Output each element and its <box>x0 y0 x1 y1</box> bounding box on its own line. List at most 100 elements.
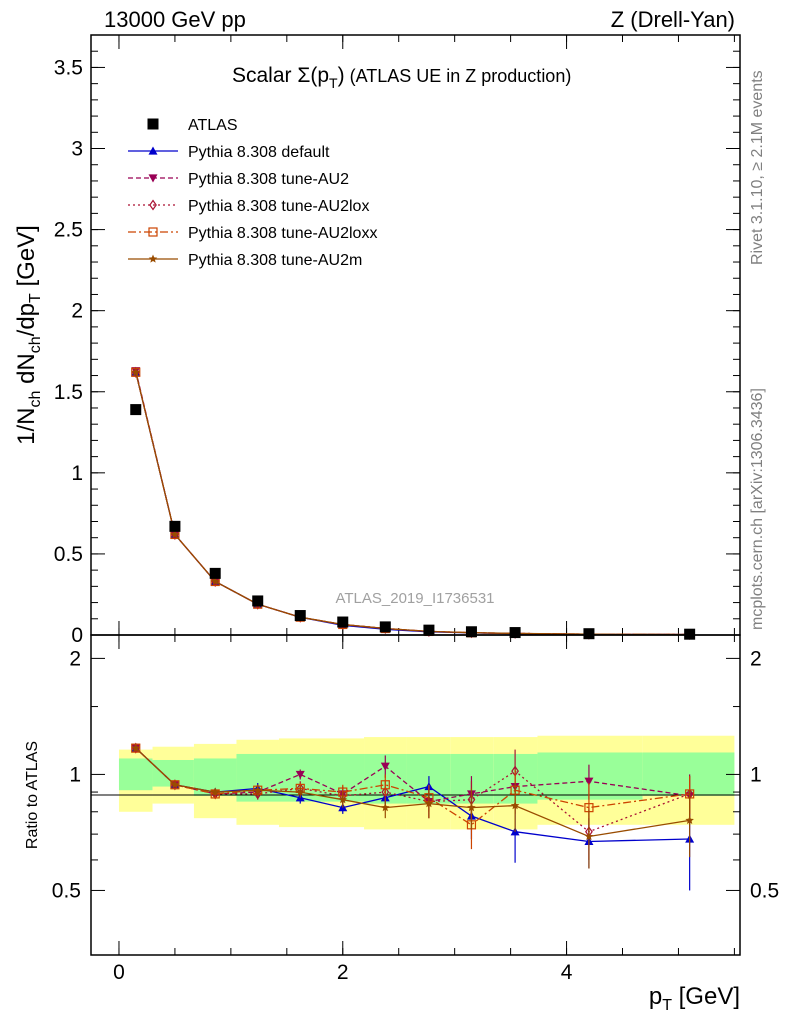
main-point <box>684 628 696 640</box>
ratio-point <box>380 762 390 771</box>
ratio-series-line <box>135 747 690 826</box>
main-panel: 0 0.5 1 1.5 2 2.5 3 3.5 ATLAS_2019_I1736531 Sca… <box>13 34 741 647</box>
x-axis-label: pT [GeV] <box>649 983 740 1014</box>
legend-label: Pythia 8.308 tune-AU2lox <box>188 198 369 215</box>
ratio-point <box>381 803 390 812</box>
ratio-point <box>380 780 390 790</box>
ratio-y-tick-label-left: 0.5 <box>52 879 81 902</box>
legend-item-pythia-8-308-tune-au2lox: Pythia 8.308 tune-AU2lox <box>128 198 369 215</box>
legend-marker <box>148 227 158 237</box>
header-left-label: 13000 GeV pp <box>104 7 246 32</box>
legend-item-atlas: ATLAS <box>147 117 238 134</box>
watermark-label: ATLAS_2019_I1736531 <box>335 590 494 607</box>
main-point <box>583 628 595 640</box>
ratio-y-tick-label-right: 1 <box>750 763 762 786</box>
legend-marker <box>148 254 158 263</box>
main-series-layer <box>130 366 696 641</box>
ratio-series-line <box>135 747 690 833</box>
ratio-point <box>424 799 434 808</box>
ratio-point <box>685 815 694 824</box>
main-y-tick-label: 0.5 <box>54 543 83 566</box>
legend-marker <box>148 174 158 183</box>
main-point <box>423 624 435 636</box>
title-sigma: Σ(p <box>297 64 329 87</box>
legend-item-pythia-8-308-default: Pythia 8.308 default <box>128 144 330 161</box>
main-y-tick-label: 2.5 <box>54 219 83 242</box>
x-tick-label: 2 <box>337 961 349 984</box>
title-rest: (ATLAS UE in Z production) <box>345 66 572 86</box>
main-point <box>209 567 221 579</box>
legend-label: ATLAS <box>188 117 238 134</box>
ratio-point <box>510 801 520 810</box>
ratio-point <box>253 785 263 794</box>
title-close: ) <box>338 64 345 87</box>
mcplots-label: mcplots.cern.ch [arXiv:1306.3436] <box>749 388 766 630</box>
legend-marker <box>147 118 159 130</box>
ratio-ticks: 0.5 0.5 1 1 2 2 0 2 4 <box>52 635 779 984</box>
main-point <box>130 404 142 416</box>
main-point <box>131 367 141 376</box>
ratio-point <box>584 832 594 841</box>
ratio-panel: 0.5 0.5 1 1 2 2 0 2 4 Ratio to ATLAS pT [GeV] <box>24 634 779 1014</box>
ratio-point <box>170 780 180 789</box>
main-point <box>465 626 477 638</box>
main-point <box>169 520 181 532</box>
ratio-y-tick-label-right: 2 <box>750 647 762 670</box>
main-y-axis-label: 1/Nch dNch/dpT [GeV] <box>13 225 44 445</box>
main-y-tick-label: 0 <box>71 624 83 647</box>
ratio-point <box>210 787 220 796</box>
title-sub: T <box>329 75 338 91</box>
ratio-point <box>131 743 141 752</box>
main-point <box>210 576 220 586</box>
ratio-series-pythia-8-308-tune-au2m <box>131 743 694 869</box>
main-ticks: 0 0.5 1 1.5 2 2.5 3 3.5 <box>54 35 740 647</box>
ratio-y-tick-label-left: 1 <box>69 763 81 786</box>
main-point <box>379 621 391 633</box>
main-point <box>337 616 349 628</box>
main-y-tick-label: 3.5 <box>54 56 83 79</box>
legend-label: Pythia 8.308 tune-AU2loxx <box>188 225 377 242</box>
ratio-y-axis-label: Ratio to ATLAS <box>24 741 41 849</box>
legend-label: Pythia 8.308 default <box>188 144 330 161</box>
legend: ATLAS Pythia 8.308 default Pythia 8.308 tu… <box>128 117 377 269</box>
main-series-line <box>135 372 690 636</box>
main-y-tick-label: 1.5 <box>54 381 83 404</box>
ratio-point <box>584 777 594 786</box>
main-series-atlas <box>130 404 696 640</box>
green-band <box>642 752 735 796</box>
legend-item-pythia-8-308-tune-au2: Pythia 8.308 tune-AU2 <box>128 171 349 188</box>
legend-item-pythia-8-308-tune-au2m: Pythia 8.308 tune-AU2m <box>128 252 362 269</box>
legend-marker <box>149 199 157 211</box>
main-y-tick-label: 3 <box>71 138 83 161</box>
ratio-series-layer <box>131 742 695 891</box>
ratio-point <box>295 787 305 796</box>
green-band <box>537 752 643 800</box>
ratio-y-tick-label-left: 2 <box>69 647 81 670</box>
main-point <box>252 595 264 607</box>
legend-label: Pythia 8.308 tune-AU2 <box>188 171 349 188</box>
ratio-point <box>467 803 476 812</box>
legend-marker <box>148 146 158 155</box>
ratio-frame <box>90 634 741 956</box>
title-pre: Scalar <box>232 64 297 87</box>
legend-item-pythia-8-308-tune-au2loxx: Pythia 8.308 tune-AU2loxx <box>128 225 377 242</box>
x-tick-label: 4 <box>561 961 573 984</box>
main-y-tick-label: 2 <box>71 300 83 323</box>
header-right-label: Z (Drell-Yan) <box>611 7 735 32</box>
green-band <box>118 758 153 791</box>
main-point <box>509 627 521 639</box>
uncertainty-bands <box>118 735 735 830</box>
chart-title: Scalar Σ(pT) (ATLAS UE in Z production) <box>232 64 571 91</box>
main-y-tick-label: 1 <box>71 462 83 485</box>
ratio-point <box>338 795 348 804</box>
ratio-point <box>381 786 390 798</box>
ratio-series-line <box>135 747 690 838</box>
legend-label: Pythia 8.308 tune-AU2m <box>188 252 362 269</box>
rivet-label: Rivet 3.1.10, ≥ 2.1M events <box>749 70 766 265</box>
ratio-y-tick-label-right: 0.5 <box>750 879 779 902</box>
main-point <box>170 529 180 539</box>
x-tick-label: 0 <box>113 961 125 984</box>
ratio-point <box>295 770 305 779</box>
main-point <box>294 610 306 622</box>
